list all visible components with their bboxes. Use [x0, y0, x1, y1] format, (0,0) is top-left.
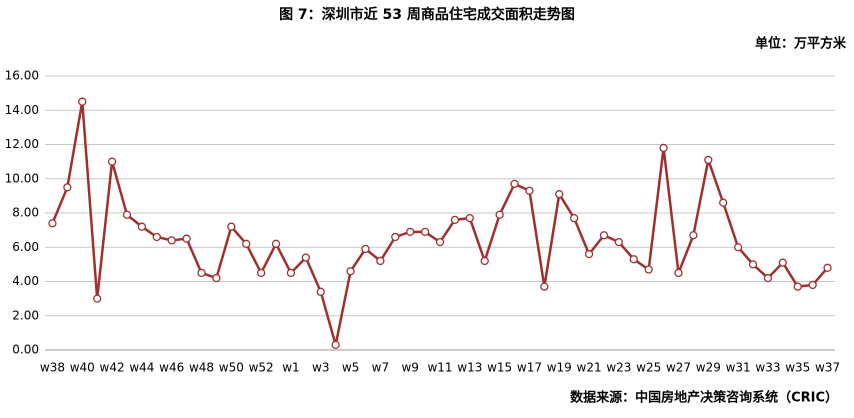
y-tick-label: 12.00	[5, 137, 39, 151]
point	[167, 236, 176, 245]
point	[48, 219, 57, 228]
point	[107, 157, 117, 166]
x-tick-label: w1	[282, 361, 299, 375]
point	[480, 256, 489, 266]
y-tick-label: 6.00	[12, 240, 39, 254]
y-tick-label: 4.00	[12, 274, 39, 288]
point	[93, 294, 102, 303]
x-tick-label: w17	[517, 361, 542, 375]
point	[719, 198, 728, 207]
x-tick-label: w38	[40, 361, 65, 375]
x-tick-label: w44	[129, 361, 154, 375]
x-tick-label: w21	[577, 361, 602, 375]
x-tick-label: w7	[372, 361, 389, 375]
point	[525, 186, 534, 195]
point	[823, 263, 832, 272]
point	[659, 143, 668, 153]
point	[63, 183, 72, 192]
x-tick-label: w25	[636, 361, 661, 375]
x-tick-label: w9	[401, 361, 418, 375]
point	[763, 273, 773, 283]
point	[286, 268, 296, 278]
x-tick-label: w46	[159, 361, 184, 375]
point	[376, 256, 385, 266]
point	[540, 282, 549, 291]
x-tick-label: w19	[547, 361, 572, 375]
point	[555, 190, 564, 199]
point	[152, 232, 161, 242]
point	[629, 255, 638, 264]
point	[689, 231, 698, 240]
point	[331, 340, 340, 350]
x-tick-label: w42	[100, 361, 125, 375]
x-tick-label: w50	[219, 361, 244, 375]
point	[256, 268, 266, 278]
y-tick-label: 16.00	[5, 69, 39, 83]
point	[137, 222, 147, 231]
point	[435, 237, 445, 247]
point	[361, 244, 370, 254]
x-tick-label: w31	[726, 361, 751, 375]
x-tick-label: w11	[427, 361, 452, 375]
point	[271, 239, 281, 248]
source-note: 数据来源：中国房地产决策咨询系统（CRIC）	[570, 390, 838, 406]
chart-title: 图 7：深圳市近 53 周商品住宅成交面积走势图	[279, 6, 575, 23]
point	[733, 243, 743, 252]
x-tick-label: w29	[696, 361, 721, 375]
point	[465, 213, 474, 223]
x-tick-label: w35	[785, 361, 810, 375]
point	[406, 227, 415, 236]
x-tick-label: w3	[312, 361, 329, 375]
point	[316, 287, 325, 296]
point	[301, 253, 310, 262]
point	[778, 258, 787, 267]
point	[227, 222, 236, 231]
point	[808, 280, 817, 290]
point	[450, 215, 460, 225]
point	[570, 213, 579, 223]
y-tick-label: 2.00	[12, 308, 39, 322]
point	[614, 237, 624, 247]
point	[748, 260, 758, 269]
point	[197, 268, 206, 278]
x-tick-label: w40	[70, 361, 95, 375]
point	[212, 273, 221, 283]
x-tick-label: w23	[606, 361, 631, 375]
y-tick-label: 8.00	[12, 206, 39, 220]
point	[584, 249, 594, 259]
point	[674, 268, 683, 278]
point	[122, 210, 132, 219]
point	[644, 265, 653, 274]
y-tick-label: 14.00	[5, 103, 39, 117]
point	[391, 232, 400, 242]
y-tick-label: 10.00	[5, 171, 39, 185]
x-tick-label: w15	[487, 361, 512, 375]
x-tick-label: w37	[815, 361, 840, 375]
point	[510, 179, 519, 189]
x-tick-label: w27	[666, 361, 691, 375]
point	[346, 267, 355, 276]
point	[242, 239, 251, 248]
x-tick-label: w5	[342, 361, 359, 375]
line-series	[51, 101, 829, 346]
x-tick-label: w33	[755, 361, 780, 375]
point	[78, 97, 87, 106]
unit-label: 单位：万平方米	[755, 36, 847, 52]
point	[599, 231, 609, 240]
point	[793, 282, 802, 291]
point	[495, 210, 504, 219]
y-tick-label: 0.00	[12, 343, 39, 357]
point	[704, 155, 713, 165]
point	[420, 227, 430, 236]
point	[182, 234, 191, 243]
x-tick-label: w52	[249, 361, 274, 375]
x-tick-label: w13	[457, 361, 482, 375]
x-tick-label: w48	[189, 361, 214, 375]
